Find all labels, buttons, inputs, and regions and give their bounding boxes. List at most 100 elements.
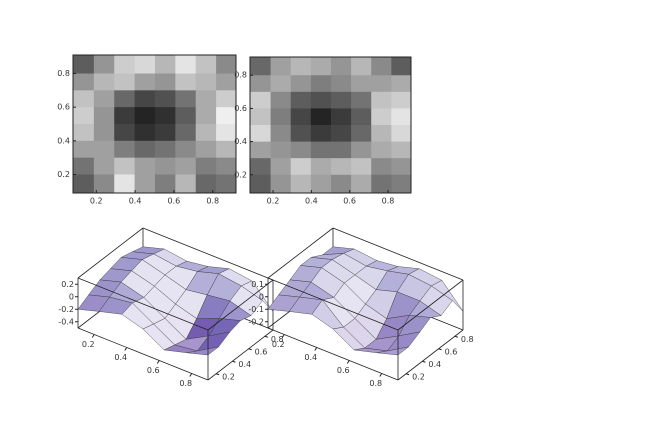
contour-cell bbox=[93, 55, 115, 75]
contour-cell bbox=[351, 91, 372, 109]
contour-cell bbox=[175, 73, 197, 91]
contour-cell bbox=[114, 157, 136, 175]
contour-cell bbox=[290, 91, 312, 109]
contour-cell bbox=[216, 73, 236, 91]
contour-cell bbox=[195, 73, 217, 91]
contour-cell bbox=[216, 107, 236, 125]
contour-cell bbox=[371, 91, 392, 109]
x-tick-label: 0.4 bbox=[305, 197, 318, 206]
contour-cell bbox=[290, 125, 312, 143]
y-tick-label: 0.4 bbox=[428, 360, 441, 369]
contour-cell bbox=[216, 55, 236, 75]
contour-cell bbox=[371, 75, 392, 93]
x-tick bbox=[281, 334, 285, 338]
x-tick-label: 0.6 bbox=[337, 366, 350, 375]
box-edge bbox=[77, 327, 209, 381]
z-tick-label: -0.2 bbox=[58, 305, 74, 314]
contour-cell bbox=[351, 108, 372, 126]
y-tick-label: 0.6 bbox=[445, 347, 458, 356]
box-edge bbox=[267, 327, 399, 381]
contour-cell bbox=[270, 91, 292, 109]
contour-cell bbox=[73, 157, 95, 175]
contour-cell bbox=[195, 124, 217, 142]
contour-cell bbox=[250, 174, 272, 193]
z-tick-label: -0.1 bbox=[248, 305, 264, 314]
y-tick-label: 0.8 bbox=[461, 335, 474, 344]
contour-cell bbox=[250, 125, 272, 143]
y-tick-label: 0.2 bbox=[412, 372, 425, 381]
x-tick-label: 0.4 bbox=[304, 353, 317, 362]
y-tick bbox=[454, 335, 459, 338]
contour-cell bbox=[154, 55, 176, 75]
z-tick-label: 0 bbox=[69, 292, 74, 301]
contour-cell bbox=[351, 141, 372, 159]
contour-cell bbox=[330, 125, 352, 143]
contour-cell bbox=[154, 107, 176, 125]
contour-cell bbox=[330, 141, 352, 159]
contour-cell bbox=[195, 140, 217, 159]
y-tick-label: 0.2 bbox=[234, 170, 247, 179]
contour-cell bbox=[195, 90, 217, 108]
plot-frame bbox=[249, 56, 412, 194]
contour-cell bbox=[330, 108, 352, 126]
y-tick bbox=[232, 360, 236, 363]
contour-cell bbox=[175, 124, 197, 142]
contour-cell bbox=[371, 158, 392, 176]
contour-cell bbox=[114, 55, 136, 75]
contour-cell bbox=[134, 90, 156, 108]
contour-cell bbox=[93, 73, 115, 91]
contour-cell bbox=[270, 141, 292, 159]
contour-cell bbox=[310, 91, 332, 109]
contour-cell bbox=[250, 141, 272, 159]
contour-cell bbox=[391, 174, 411, 193]
box-edge bbox=[397, 279, 464, 331]
x-tick bbox=[156, 360, 160, 364]
x-tick-label: 0.8 bbox=[382, 197, 395, 206]
y-tick bbox=[405, 373, 410, 376]
contour-cell bbox=[134, 157, 156, 175]
contour-cell bbox=[216, 140, 236, 159]
contour-cell bbox=[371, 174, 392, 193]
contour-cell bbox=[195, 157, 217, 175]
contour-cell bbox=[93, 140, 115, 159]
y-tick bbox=[422, 360, 426, 363]
contour-cell bbox=[330, 91, 352, 109]
box-edge bbox=[77, 227, 144, 279]
contour-cell bbox=[73, 140, 95, 159]
contour-cell bbox=[310, 75, 332, 93]
contour-cell bbox=[391, 91, 411, 109]
x-tick-label: 0.8 bbox=[179, 379, 192, 388]
contour-cell bbox=[290, 108, 312, 126]
contour-cell bbox=[73, 90, 95, 108]
x-tick-label: 0.6 bbox=[343, 197, 356, 206]
contour-cell bbox=[134, 140, 156, 159]
contour-cell bbox=[330, 57, 352, 76]
contour-cell bbox=[351, 57, 372, 76]
z-tick-label: -0.2 bbox=[248, 317, 264, 326]
contour-cell bbox=[371, 141, 392, 159]
contour-cell bbox=[175, 174, 197, 193]
y-tick bbox=[248, 348, 252, 351]
contour-cell bbox=[154, 174, 176, 193]
contour-cell bbox=[154, 140, 176, 159]
plot-frame bbox=[72, 54, 237, 194]
contour-cell bbox=[195, 174, 217, 193]
contour-cell bbox=[93, 90, 115, 108]
contour-cell bbox=[290, 75, 312, 93]
contour-cell bbox=[134, 107, 156, 125]
contour-cell bbox=[73, 174, 95, 193]
x-tick-label: 0.2 bbox=[272, 340, 285, 349]
contour-cell bbox=[371, 108, 392, 126]
x-tick bbox=[189, 373, 193, 377]
contour-cell bbox=[391, 141, 411, 159]
contour-cell bbox=[290, 158, 312, 176]
z-tick-label: -0.4 bbox=[58, 317, 74, 326]
y-tick-label: 0.4 bbox=[234, 137, 247, 146]
contour-cell bbox=[270, 75, 292, 93]
contour-cell bbox=[351, 158, 372, 176]
contour-cell bbox=[270, 108, 292, 126]
contour-cell bbox=[154, 90, 176, 108]
contour-cell bbox=[154, 157, 176, 175]
contour-cell bbox=[114, 73, 136, 91]
